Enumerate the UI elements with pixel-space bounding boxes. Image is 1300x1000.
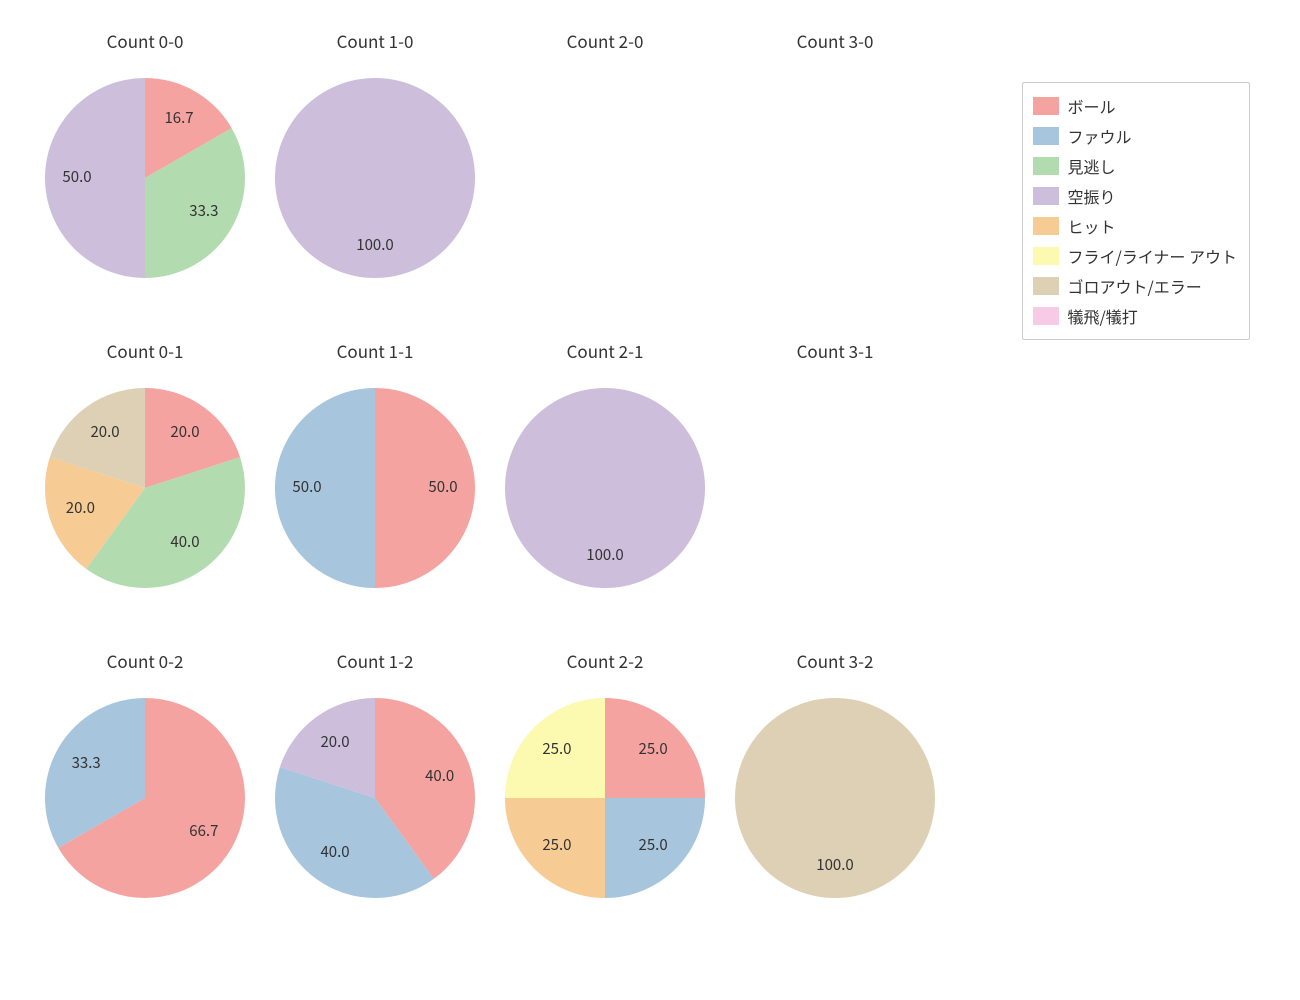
slice-label: 100.0 xyxy=(356,234,393,255)
pie-panel: Count 2-0 xyxy=(490,10,720,320)
pie-grid: Count 0-016.733.350.0Count 1-0100.0Count… xyxy=(30,10,950,940)
slice-label: 66.7 xyxy=(189,820,218,841)
slice-label: 20.0 xyxy=(90,421,119,442)
slice-label: 40.0 xyxy=(170,531,199,552)
pie-panel: Count 2-2 25.0 25.0 25.0 25.0 xyxy=(490,630,720,940)
panel-title: Count 1-1 xyxy=(260,338,490,363)
panel-title: Count 0-1 xyxy=(30,338,260,363)
panel-title: Count 0-2 xyxy=(30,648,260,673)
pie-wrap xyxy=(735,388,935,588)
pie-wrap: 66.7 33.3 xyxy=(45,698,245,898)
pie-wrap: 16.7 33.3 50.0 xyxy=(45,78,245,278)
slice-label: 40.0 xyxy=(425,765,454,786)
panel-title: Count 2-0 xyxy=(490,28,720,53)
legend-item: ボール xyxy=(1033,91,1237,121)
slice-label: 20.0 xyxy=(170,421,199,442)
slice-label: 25.0 xyxy=(542,834,571,855)
panel-title: Count 0-0 xyxy=(30,28,260,53)
legend-swatch xyxy=(1033,97,1059,115)
panel-title: Count 3-0 xyxy=(720,28,950,53)
legend-item: ファウル xyxy=(1033,121,1237,151)
slice-label: 40.0 xyxy=(320,841,349,862)
slice-label: 16.7 xyxy=(164,107,193,128)
panel-title: Count 1-2 xyxy=(260,648,490,673)
legend-item: ヒット xyxy=(1033,211,1237,241)
panel-title: Count 3-2 xyxy=(720,648,950,673)
legend-item: 犠飛/犠打 xyxy=(1033,301,1237,331)
legend-label: 犠飛/犠打 xyxy=(1067,304,1137,328)
pie-panel: Count 0-0 16.7 33.3 50.0 xyxy=(30,10,260,320)
legend-item: フライ/ライナー アウト xyxy=(1033,241,1237,271)
pie-slice xyxy=(275,388,375,588)
pie-wrap: 100.0 xyxy=(505,388,705,588)
pie-panel: Count 3-2 100.0 xyxy=(720,630,950,940)
legend: ボールファウル見逃し空振りヒットフライ/ライナー アウトゴロアウト/エラー犠飛/… xyxy=(1022,82,1250,340)
slice-label: 50.0 xyxy=(428,476,457,497)
legend-swatch xyxy=(1033,157,1059,175)
legend-label: フライ/ライナー アウト xyxy=(1067,244,1237,268)
slice-label: 25.0 xyxy=(542,738,571,759)
slice-label: 50.0 xyxy=(292,476,321,497)
pie-panel: Count 3-0 xyxy=(720,10,950,320)
pie-panel: Count 2-1 100.0 xyxy=(490,320,720,630)
pie-wrap: 100.0 xyxy=(735,698,935,898)
panel-title: Count 2-2 xyxy=(490,648,720,673)
legend-swatch xyxy=(1033,307,1059,325)
pie-slice xyxy=(375,388,475,588)
slice-label: 25.0 xyxy=(639,738,668,759)
legend-label: ゴロアウト/エラー xyxy=(1067,274,1201,298)
slice-label: 33.3 xyxy=(189,200,218,221)
slice-label: 25.0 xyxy=(639,834,668,855)
legend-label: ヒット xyxy=(1067,214,1115,238)
panel-title: Count 2-1 xyxy=(490,338,720,363)
pie-wrap: 20.0 40.0 20.0 20.0 xyxy=(45,388,245,588)
legend-swatch xyxy=(1033,247,1059,265)
legend-label: ファウル xyxy=(1067,124,1131,148)
pie-slice xyxy=(45,78,145,278)
pie-panel: Count 1-2 40.0 40.0 20.0 xyxy=(260,630,490,940)
legend-swatch xyxy=(1033,187,1059,205)
legend-swatch xyxy=(1033,217,1059,235)
slice-label: 20.0 xyxy=(66,497,95,518)
pie-panel: Count 0-2 66.7 33.3 xyxy=(30,630,260,940)
slice-label: 20.0 xyxy=(320,731,349,752)
pie-panel: Count 0-1 20.0 40.0 20.0 20.0 xyxy=(30,320,260,630)
pie-wrap: 50.0 50.0 xyxy=(275,388,475,588)
slice-label: 100.0 xyxy=(816,854,853,875)
pie-wrap: 25.0 25.0 25.0 25.0 xyxy=(505,698,705,898)
legend-item: ゴロアウト/エラー xyxy=(1033,271,1237,301)
legend-item: 空振り xyxy=(1033,181,1237,211)
slice-label: 33.3 xyxy=(72,752,101,773)
legend-swatch xyxy=(1033,277,1059,295)
slice-label: 50.0 xyxy=(62,166,91,187)
pie-panel: Count 1-0 100.0 xyxy=(260,10,490,320)
legend-item: 見逃し xyxy=(1033,151,1237,181)
pie-wrap: 40.0 40.0 20.0 xyxy=(275,698,475,898)
legend-label: 見逃し xyxy=(1067,154,1115,178)
legend-label: ボール xyxy=(1067,94,1115,118)
pie-wrap: 100.0 xyxy=(275,78,475,278)
legend-label: 空振り xyxy=(1067,184,1115,208)
panel-title: Count 3-1 xyxy=(720,338,950,363)
pie-panel: Count 3-1 xyxy=(720,320,950,630)
legend-swatch xyxy=(1033,127,1059,145)
figure-canvas: Count 0-016.733.350.0Count 1-0100.0Count… xyxy=(0,0,1300,1000)
panel-title: Count 1-0 xyxy=(260,28,490,53)
pie-panel: Count 1-1 50.0 50.0 xyxy=(260,320,490,630)
pie-wrap xyxy=(735,78,935,278)
pie-wrap xyxy=(505,78,705,278)
slice-label: 100.0 xyxy=(586,544,623,565)
